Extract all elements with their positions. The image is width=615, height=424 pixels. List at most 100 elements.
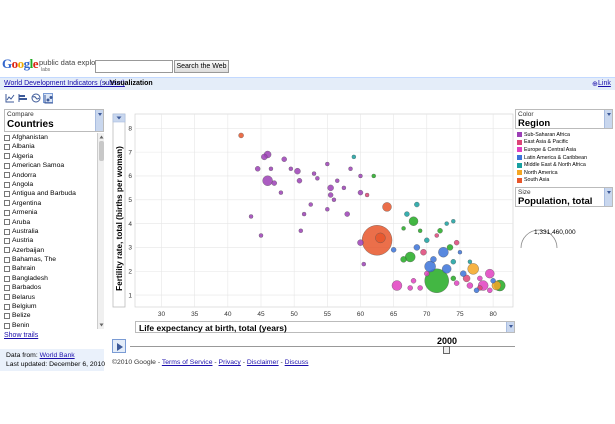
country-checkbox[interactable] (4, 191, 10, 198)
country-item[interactable]: Austria (4, 236, 97, 245)
x-axis-selector[interactable]: Life expectancy at birth, total (years) (135, 321, 515, 333)
bubble[interactable] (335, 178, 340, 183)
bubble[interactable] (407, 285, 413, 291)
country-item[interactable]: Bahamas, The (4, 255, 97, 264)
bubble[interactable] (364, 192, 370, 198)
scroll-up-icon[interactable] (99, 134, 104, 140)
bubble-chart-icon[interactable] (43, 93, 53, 104)
bubble[interactable] (298, 228, 303, 233)
bubble[interactable] (375, 232, 386, 244)
bubble[interactable] (301, 211, 307, 217)
country-item[interactable]: Belgium (4, 302, 97, 311)
country-checkbox[interactable] (4, 153, 10, 160)
bubble[interactable] (424, 260, 436, 273)
bubble[interactable] (315, 176, 320, 181)
bubble[interactable] (348, 166, 353, 171)
country-checkbox[interactable] (4, 172, 10, 179)
country-checkbox[interactable] (4, 200, 10, 207)
country-item[interactable]: Belarus (4, 293, 97, 302)
legend-item[interactable]: Latin America & Caribbean (517, 154, 613, 162)
disclaimer-link[interactable]: Disclaimer (246, 359, 279, 366)
bubble[interactable] (288, 166, 294, 171)
bubble[interactable] (491, 280, 502, 291)
chevron-down-icon[interactable] (506, 322, 514, 332)
search-input[interactable] (95, 60, 173, 73)
bubble[interactable] (453, 239, 460, 246)
country-checkbox[interactable] (4, 266, 10, 273)
country-checkbox[interactable] (4, 275, 10, 282)
bubble[interactable] (490, 278, 496, 284)
bubble[interactable] (487, 287, 493, 293)
bubble[interactable] (341, 185, 347, 191)
bubble[interactable] (281, 156, 287, 162)
bubble[interactable] (268, 166, 274, 171)
compare-selector[interactable]: Compare Countries (4, 109, 104, 132)
timeline-track[interactable] (130, 346, 515, 347)
timeline-thumb[interactable] (443, 346, 450, 354)
size-selector[interactable]: Size Population, total (515, 187, 613, 207)
bubble[interactable] (451, 219, 456, 224)
chevron-down-icon[interactable] (604, 110, 612, 128)
bubble[interactable] (404, 211, 410, 217)
bubble[interactable] (325, 207, 330, 212)
bubble[interactable] (401, 226, 406, 231)
country-item[interactable]: Algeria (4, 152, 97, 161)
bubble[interactable] (437, 228, 443, 234)
bubble[interactable] (258, 233, 264, 238)
logo[interactable]: Google public data explorer labs (2, 56, 104, 74)
search-button[interactable]: Search the Web (174, 60, 229, 73)
bubble[interactable] (414, 201, 420, 208)
country-checkbox[interactable] (4, 209, 10, 216)
terms-link[interactable]: Terms of Service (161, 359, 213, 366)
bubble[interactable] (311, 171, 317, 176)
country-item[interactable]: Angola (4, 180, 97, 189)
country-checkbox[interactable] (4, 219, 10, 226)
bubble[interactable] (351, 154, 357, 160)
legend-item[interactable]: South Asia (517, 177, 613, 185)
bubble[interactable] (442, 264, 452, 274)
country-item[interactable]: Antigua and Barbuda (4, 189, 97, 198)
bubble[interactable] (424, 270, 430, 277)
bubble[interactable] (255, 166, 261, 172)
play-button[interactable] (112, 339, 126, 353)
country-checkbox[interactable] (4, 284, 10, 291)
link-icon[interactable]: ⊕ (592, 81, 598, 88)
bubble[interactable] (473, 287, 480, 293)
bubble[interactable] (278, 190, 284, 195)
country-item[interactable]: Bangladesh (4, 274, 97, 283)
bubble[interactable] (296, 178, 303, 184)
country-checkbox[interactable] (4, 322, 10, 329)
country-item[interactable]: Aruba (4, 218, 97, 227)
country-checkbox[interactable] (4, 144, 10, 151)
country-list-scrollbar[interactable] (97, 133, 104, 329)
show-trails-link[interactable]: Show trails (4, 332, 39, 339)
legend-item[interactable]: Europe & Central Asia (517, 146, 613, 154)
country-item[interactable]: Benin (4, 321, 97, 329)
country-item[interactable]: Afghanistan (4, 133, 97, 142)
bubble[interactable] (485, 268, 495, 279)
bubble[interactable] (453, 280, 460, 286)
bubble[interactable] (391, 280, 403, 291)
bubble[interactable] (417, 228, 423, 233)
bubble[interactable] (467, 263, 479, 275)
bubble[interactable] (408, 216, 419, 226)
bubble[interactable] (457, 250, 463, 255)
bubble[interactable] (405, 251, 416, 263)
bubble[interactable] (413, 244, 421, 251)
country-item[interactable]: Belize (4, 311, 97, 320)
bubble[interactable] (371, 173, 376, 179)
bubble[interactable] (382, 202, 392, 212)
bubble[interactable] (308, 202, 313, 207)
link-button[interactable]: Link (598, 80, 611, 87)
country-item[interactable]: Barbados (4, 283, 97, 292)
bubble[interactable] (238, 132, 244, 139)
bubble[interactable] (467, 259, 473, 264)
bubble[interactable] (417, 285, 423, 291)
bubble[interactable] (424, 237, 430, 243)
legend-item[interactable]: Middle East & North Africa (517, 161, 613, 169)
bubble[interactable] (420, 249, 427, 256)
bubble[interactable] (357, 239, 364, 246)
bubble[interactable] (450, 275, 456, 282)
country-item[interactable]: Argentina (4, 199, 97, 208)
bubble[interactable] (248, 214, 254, 219)
